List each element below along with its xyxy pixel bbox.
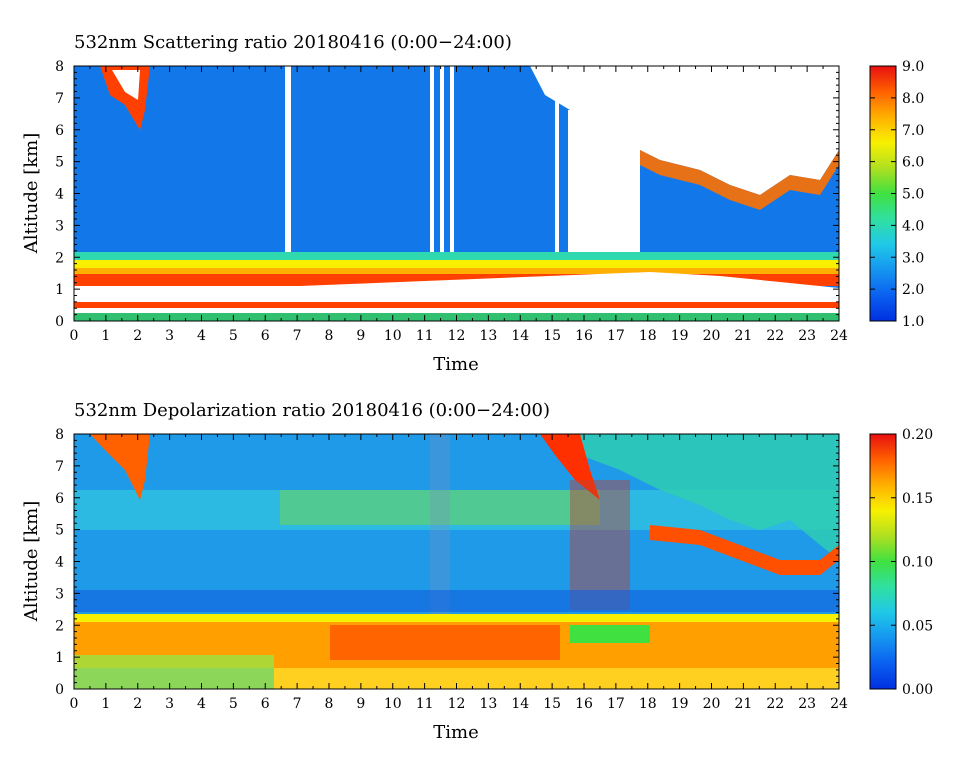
y-tick-label: 2 (55, 250, 64, 266)
x-tick-label: 13 (479, 696, 497, 712)
x-tick-label: 3 (165, 328, 174, 344)
y-axis-label: Altitude [km] (21, 501, 42, 623)
colorbar-tick-label: 8.0 (902, 91, 924, 107)
colorbar-tick-label: 0.05 (902, 618, 933, 634)
colorbar-tick-label: 3.0 (902, 250, 924, 266)
chart-title: 532nm Depolarization ratio 20180416 (0:0… (74, 400, 550, 421)
colorbar-tick-label: 0.00 (902, 682, 933, 698)
y-tick-label: 1 (55, 650, 64, 666)
x-tick-label: 15 (543, 328, 561, 344)
x-tick-label: 8 (325, 328, 334, 344)
x-tick-label: 14 (511, 696, 529, 712)
x-tick-label: 0 (70, 328, 79, 344)
x-tick-label: 20 (703, 328, 721, 344)
x-tick-label: 19 (671, 696, 689, 712)
x-tick-label: 21 (734, 328, 752, 344)
axis-ticks: 0 1 2 3 4 5 6 7 8 9 10 11 12 13 14 15 16 17 18 19 20 21 22 23 24… (55, 427, 848, 712)
colorbar-tick-label: 6.0 (902, 155, 924, 171)
x-axis-label: Time (433, 354, 478, 375)
y-tick-label: 0 (55, 682, 64, 698)
colorbar-ticks: 1.0 2.0 3.0 4.0 5.0 6.0 7.0 8.0 9.0 (870, 59, 924, 330)
y-tick-label: 6 (55, 123, 64, 139)
colorbar-tick-label: 9.0 (902, 59, 924, 75)
y-tick-label: 4 (55, 555, 64, 571)
x-tick-label: 6 (261, 696, 270, 712)
x-tick-label: 23 (798, 696, 816, 712)
x-tick-label: 9 (356, 696, 365, 712)
colorbar-tick-label: 2.0 (902, 282, 924, 298)
y-tick-label: 1 (55, 282, 64, 298)
x-tick-label: 11 (416, 696, 434, 712)
x-tick-label: 6 (261, 328, 270, 344)
x-tick-label: 21 (734, 696, 752, 712)
depolarization-panel: 532nm Depolarization ratio 20180416 (0:0… (21, 400, 933, 743)
x-tick-label: 23 (798, 328, 816, 344)
x-tick-label: 16 (575, 328, 593, 344)
thick-cloud (568, 110, 640, 270)
x-tick-label: 8 (325, 696, 334, 712)
colorbar-tick-label: 4.0 (902, 218, 924, 234)
y-tick-label: 0 (55, 314, 64, 330)
x-tick-label: 0 (70, 696, 79, 712)
x-tick-label: 11 (416, 328, 434, 344)
x-tick-label: 19 (671, 328, 689, 344)
x-tick-label: 12 (448, 328, 466, 344)
y-tick-label: 8 (55, 59, 64, 75)
x-tick-label: 3 (165, 696, 174, 712)
colorbar-tick-label: 0.10 (902, 555, 933, 571)
y-axis-label: Altitude [km] (21, 133, 42, 255)
x-tick-label: 2 (133, 696, 142, 712)
x-tick-label: 14 (511, 328, 529, 344)
x-axis-label: Time (433, 722, 478, 743)
y-tick-label: 3 (55, 218, 64, 234)
x-tick-label: 22 (766, 328, 784, 344)
cloud-region (530, 66, 839, 195)
x-tick-label: 5 (229, 696, 238, 712)
x-tick-label: 10 (384, 696, 402, 712)
colorbar-tick-label: 0.15 (902, 491, 933, 507)
y-tick-label: 3 (55, 586, 64, 602)
y-tick-label: 8 (55, 427, 64, 443)
x-tick-label: 18 (639, 328, 657, 344)
y-tick-label: 7 (55, 91, 64, 107)
axis-ticks: 0 1 2 3 4 5 6 7 8 9 10 11 12 13 14 15 16 17 18 19 20 21 22 23 24… (55, 59, 848, 344)
x-tick-label: 22 (766, 696, 784, 712)
x-tick-label: 9 (356, 328, 365, 344)
x-tick-label: 24 (830, 696, 848, 712)
x-tick-label: 13 (479, 328, 497, 344)
x-tick-label: 16 (575, 696, 593, 712)
y-tick-label: 7 (55, 459, 64, 475)
x-tick-label: 15 (543, 696, 561, 712)
y-tick-label: 2 (55, 618, 64, 634)
colorbar-ticks: 0.00 0.05 0.10 0.15 0.20 (870, 427, 933, 698)
x-tick-label: 2 (133, 328, 142, 344)
x-tick-label: 4 (197, 696, 206, 712)
x-tick-label: 17 (607, 328, 625, 344)
x-tick-label: 1 (101, 696, 110, 712)
y-tick-label: 4 (55, 187, 64, 203)
x-tick-label: 10 (384, 328, 402, 344)
colorbar-tick-label: 1.0 (902, 314, 924, 330)
colorbar-tick-label: 5.0 (902, 187, 924, 203)
x-tick-label: 5 (229, 328, 238, 344)
chart-title: 532nm Scattering ratio 20180416 (0:00−24… (74, 32, 512, 53)
colorbar-tick-label: 7.0 (902, 123, 924, 139)
x-tick-label: 4 (197, 328, 206, 344)
y-tick-label: 5 (55, 155, 64, 171)
x-tick-label: 7 (293, 328, 302, 344)
x-tick-label: 12 (448, 696, 466, 712)
heatmap-area (74, 66, 839, 321)
x-tick-label: 18 (639, 696, 657, 712)
x-tick-label: 7 (293, 696, 302, 712)
y-tick-label: 6 (55, 491, 64, 507)
x-tick-label: 1 (101, 328, 110, 344)
scattering-panel: 532nm Scattering ratio 20180416 (0:00−24… (21, 32, 924, 375)
x-tick-label: 17 (607, 696, 625, 712)
colorbar-tick-label: 0.20 (902, 427, 933, 443)
y-tick-label: 5 (55, 523, 64, 539)
x-tick-label: 20 (703, 696, 721, 712)
heatmap-area (74, 434, 839, 689)
x-tick-label: 24 (830, 328, 848, 344)
